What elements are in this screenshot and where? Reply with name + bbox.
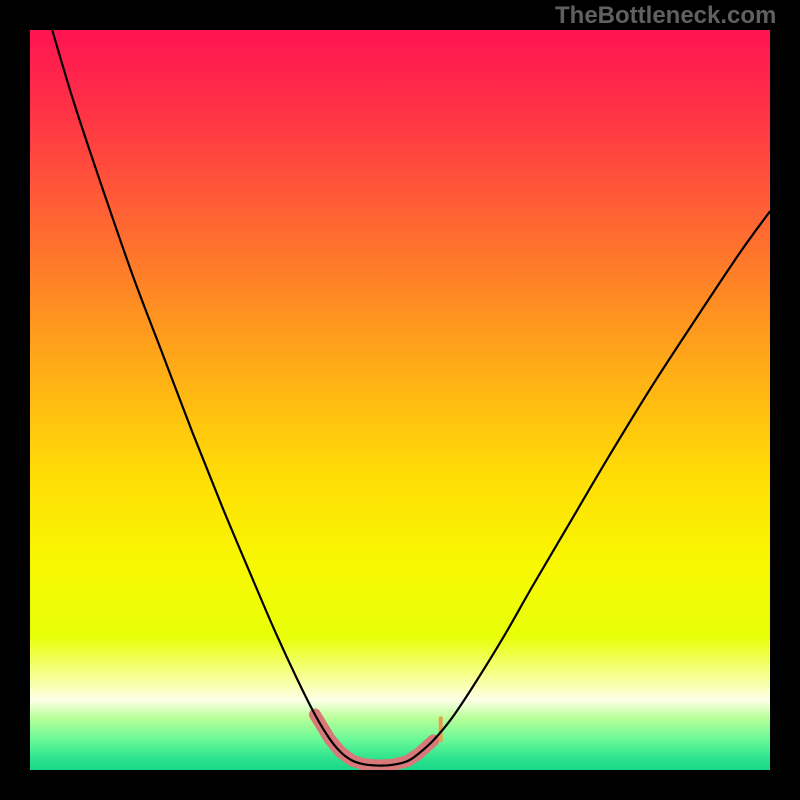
watermark-text: TheBottleneck.com	[555, 2, 776, 30]
chart-svg	[30, 30, 770, 770]
